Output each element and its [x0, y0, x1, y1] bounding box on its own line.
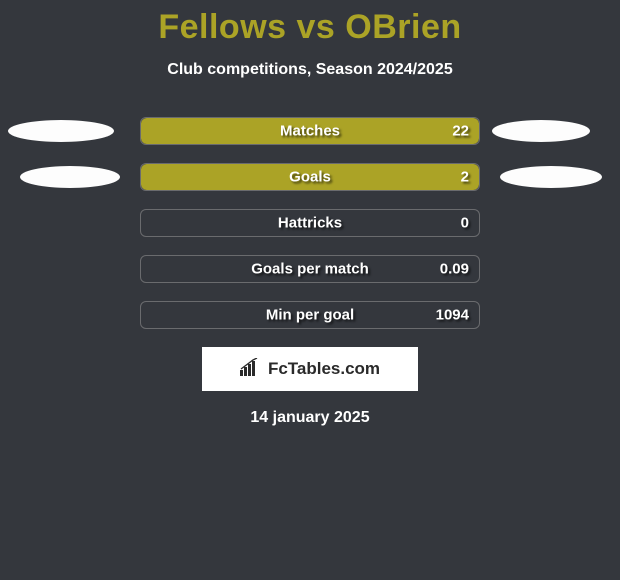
stat-rows: Matches 22 Goals 2 Hattricks 0 Goals per match…: [0, 117, 620, 329]
stat-row: Min per goal 1094: [0, 301, 620, 329]
stat-row: Matches 22: [0, 117, 620, 145]
right-ellipse: [500, 166, 602, 188]
page-title: Fellows vs OBrien: [0, 0, 620, 47]
bar-track: Goals 2: [140, 163, 480, 191]
bar-track: Hattricks 0: [140, 209, 480, 237]
bar-value: 0.09: [440, 261, 469, 278]
bar-chart-icon: [240, 358, 262, 381]
bar-label: Matches: [280, 123, 340, 140]
logo-text: FcTables.com: [268, 359, 380, 379]
bar-label: Goals per match: [251, 261, 369, 278]
subtitle: Club competitions, Season 2024/2025: [0, 61, 620, 79]
bar-value: 1094: [436, 307, 469, 324]
bar-track: Matches 22: [140, 117, 480, 145]
bar-value: 22: [452, 123, 469, 140]
bar-value: 0: [461, 215, 469, 232]
bar-label: Min per goal: [266, 307, 354, 324]
bar-track: Goals per match 0.09: [140, 255, 480, 283]
logo-box[interactable]: FcTables.com: [202, 347, 418, 391]
bar-label: Goals: [289, 169, 331, 186]
bar-label: Hattricks: [278, 215, 342, 232]
stat-row: Hattricks 0: [0, 209, 620, 237]
left-ellipse: [20, 166, 120, 188]
stat-row: Goals per match 0.09: [0, 255, 620, 283]
bar-value: 2: [461, 169, 469, 186]
left-ellipse: [8, 120, 114, 142]
stat-row: Goals 2: [0, 163, 620, 191]
date-text: 14 january 2025: [0, 409, 620, 427]
right-ellipse: [492, 120, 590, 142]
bar-track: Min per goal 1094: [140, 301, 480, 329]
